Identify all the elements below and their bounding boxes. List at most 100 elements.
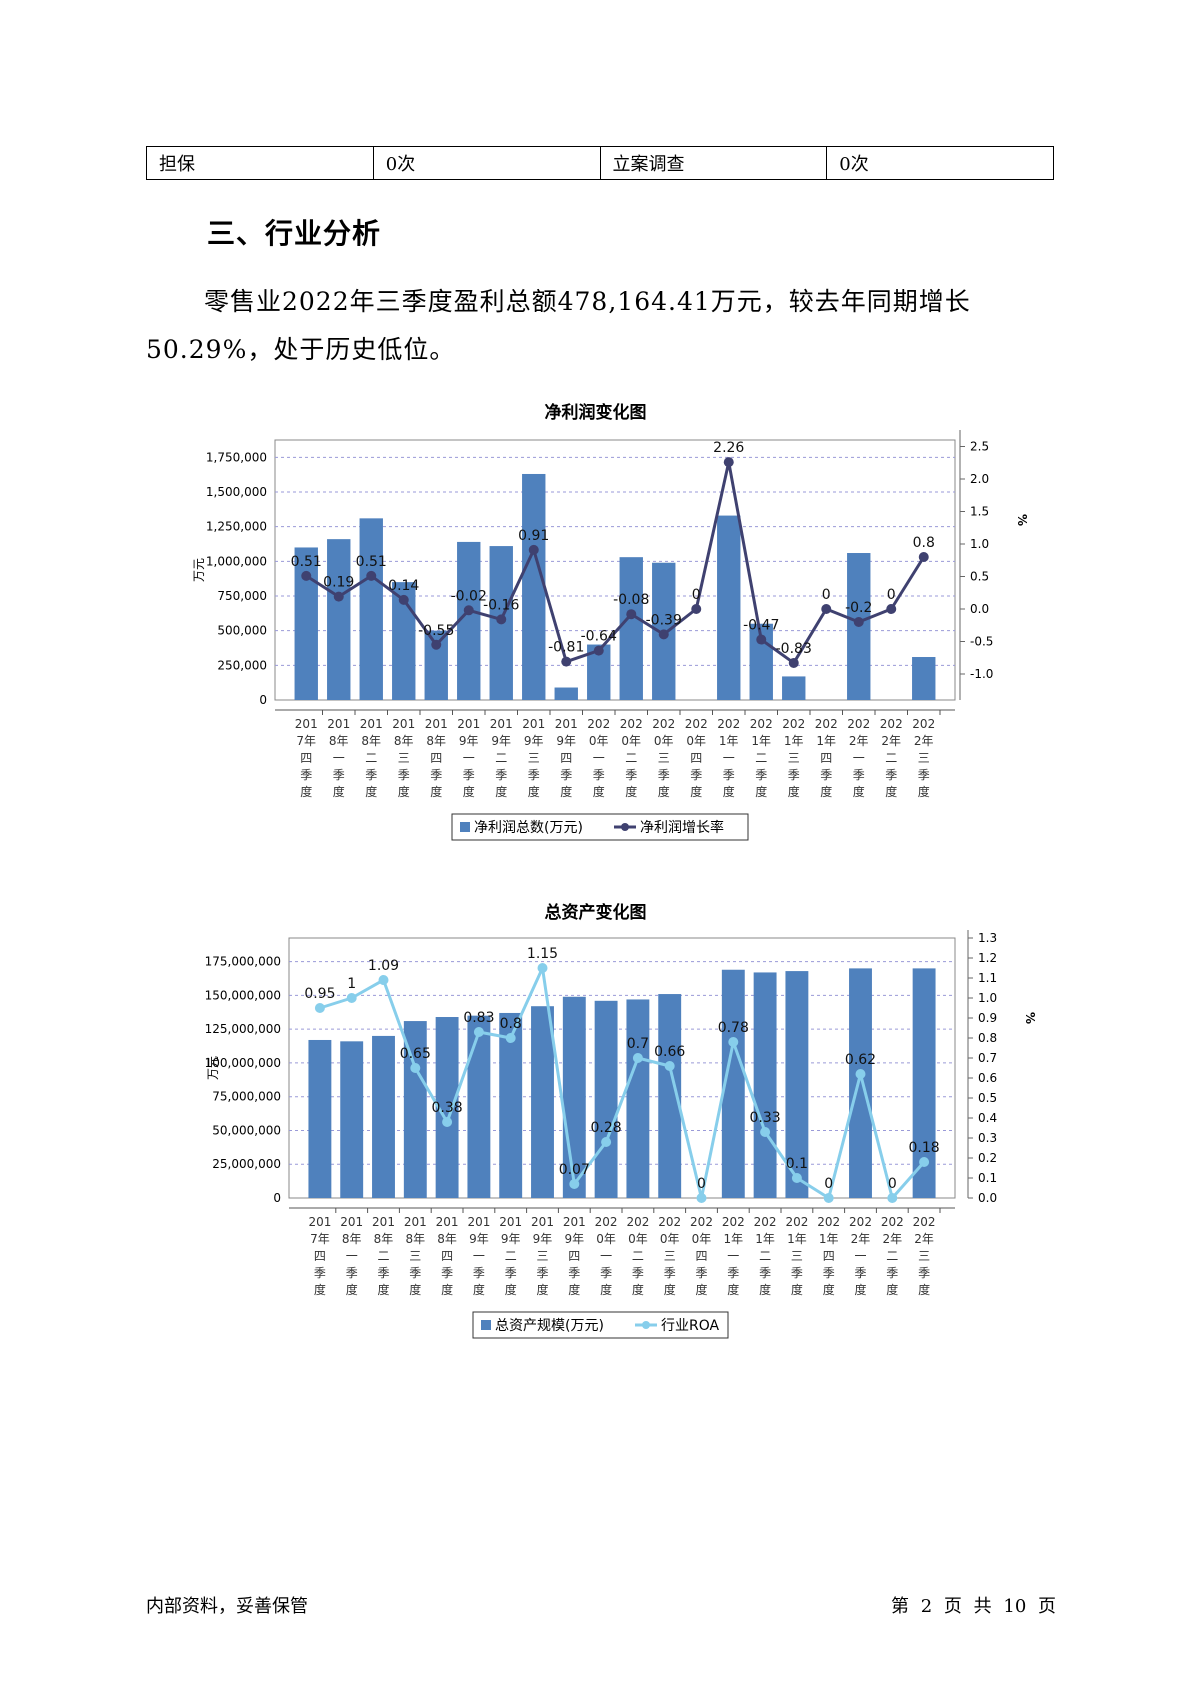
x-tick-label: 一 [723, 751, 735, 765]
table-cell-label: 立案调查 [599, 146, 828, 180]
data-label: -0.81 [548, 640, 584, 656]
x-tick-label: 季 [853, 768, 865, 782]
x-tick-label: 季 [820, 768, 832, 782]
y2-tick-label: 1.0 [978, 991, 997, 1005]
line-point [626, 609, 637, 620]
x-tick-label: 度 [346, 1282, 358, 1297]
line-point [398, 594, 409, 605]
x-tick-label: 202 [912, 717, 935, 731]
x-tick-label: 度 [505, 1282, 517, 1297]
line-point [756, 634, 767, 645]
x-tick-label: 9年 [533, 1232, 553, 1246]
line-point [886, 604, 897, 614]
y2-tick-label: 0.0 [978, 1191, 997, 1205]
y2-tick-label: 1.2 [978, 951, 997, 965]
x-tick-label: 1年 [751, 734, 771, 748]
line-point [632, 1053, 643, 1063]
data-label: -0.47 [743, 618, 779, 634]
x-tick-label: 1年 [784, 734, 804, 748]
x-tick-label: 202 [626, 1215, 649, 1229]
x-tick-label: 度 [918, 784, 930, 799]
y2-tick-label: 2.0 [970, 472, 989, 486]
x-tick-label: 季 [398, 768, 410, 782]
x-tick-label: 度 [788, 784, 800, 799]
x-tick-label: 9年 [469, 1232, 489, 1246]
x-tick-label: 三 [658, 751, 670, 765]
line-point [855, 1069, 866, 1079]
bar [912, 657, 936, 700]
x-tick-label: 四 [430, 751, 442, 765]
y-axis-label: 万元 [206, 1056, 220, 1080]
line-point [431, 639, 442, 650]
x-tick-label: 202 [880, 717, 903, 731]
bar [327, 539, 351, 700]
x-tick-label: 季 [727, 1266, 739, 1280]
line-point [505, 1033, 516, 1043]
x-tick-label: 三 [664, 1249, 676, 1263]
x-tick-label: 一 [463, 751, 475, 765]
line-point [366, 570, 377, 581]
x-tick-label: 四 [820, 751, 832, 765]
x-tick-label: 度 [377, 1282, 389, 1297]
data-label: 0.07 [559, 1162, 590, 1178]
line-point [601, 1137, 612, 1147]
line-point [537, 963, 548, 973]
line-point [788, 657, 799, 668]
x-tick-label: 三 [536, 1249, 548, 1263]
x-tick-label: 8年 [342, 1232, 362, 1246]
x-tick-label: 8年 [361, 734, 381, 748]
bar [499, 1012, 523, 1198]
x-tick-label: 二 [885, 751, 897, 765]
y2-tick-label: 0.5 [970, 570, 989, 584]
line-point [696, 1193, 707, 1203]
x-tick-label: 季 [409, 1266, 421, 1280]
x-tick-label: 季 [473, 1266, 485, 1280]
x-tick-label: 季 [918, 1266, 930, 1280]
data-label: 0.28 [591, 1120, 622, 1136]
x-tick-label: 季 [528, 768, 540, 782]
x-tick-label: 二 [505, 1249, 517, 1263]
x-tick-label: 201 [457, 717, 480, 731]
line-point [658, 629, 669, 640]
data-label: 0.91 [518, 528, 549, 544]
x-tick-label: 度 [495, 784, 507, 799]
x-tick-label: 一 [333, 751, 345, 765]
line-point [918, 552, 929, 562]
x-tick-label: 季 [755, 768, 767, 782]
x-tick-label: 8年 [437, 1232, 457, 1246]
y-tick-label: 100,000,000 [205, 1056, 281, 1070]
data-label: 1.15 [527, 946, 558, 962]
x-tick-label: 度 [536, 1282, 548, 1297]
line-point [473, 1027, 484, 1037]
bar [372, 1035, 395, 1198]
legend-bar-swatch [460, 822, 470, 832]
table-cell-label: 担保 [146, 146, 374, 180]
x-tick-label: 度 [528, 784, 540, 799]
x-tick-label: 0年 [621, 734, 641, 748]
x-tick-label: 8年 [394, 734, 414, 748]
bar [392, 582, 416, 700]
line-point [301, 570, 312, 581]
data-label: 0 [888, 1176, 897, 1192]
y2-tick-label: 1.1 [978, 971, 997, 985]
y-tick-label: 0 [259, 693, 267, 707]
x-tick-label: 201 [499, 1215, 522, 1229]
x-tick-label: 季 [632, 1266, 644, 1280]
y2-tick-label: 2.5 [970, 440, 989, 454]
x-tick-label: 202 [652, 717, 675, 731]
x-tick-label: 0年 [596, 1232, 616, 1246]
bar [308, 1039, 332, 1198]
data-label: -0.16 [483, 597, 519, 613]
x-tick-label: 201 [360, 717, 383, 731]
data-label: 0.38 [432, 1100, 463, 1116]
x-tick-label: 三 [918, 751, 930, 765]
y2-tick-label: 0.8 [978, 1031, 997, 1045]
x-tick-label: 一 [853, 751, 865, 765]
x-tick-label: 202 [620, 717, 643, 731]
bar [435, 1017, 459, 1198]
x-tick-label: 0年 [686, 734, 706, 748]
x-tick-label: 四 [568, 1249, 580, 1263]
footer-note: 内部资料，妥善保管 [146, 1596, 308, 1617]
x-tick-label: 度 [664, 1282, 676, 1297]
x-tick-label: 0年 [660, 1232, 680, 1246]
